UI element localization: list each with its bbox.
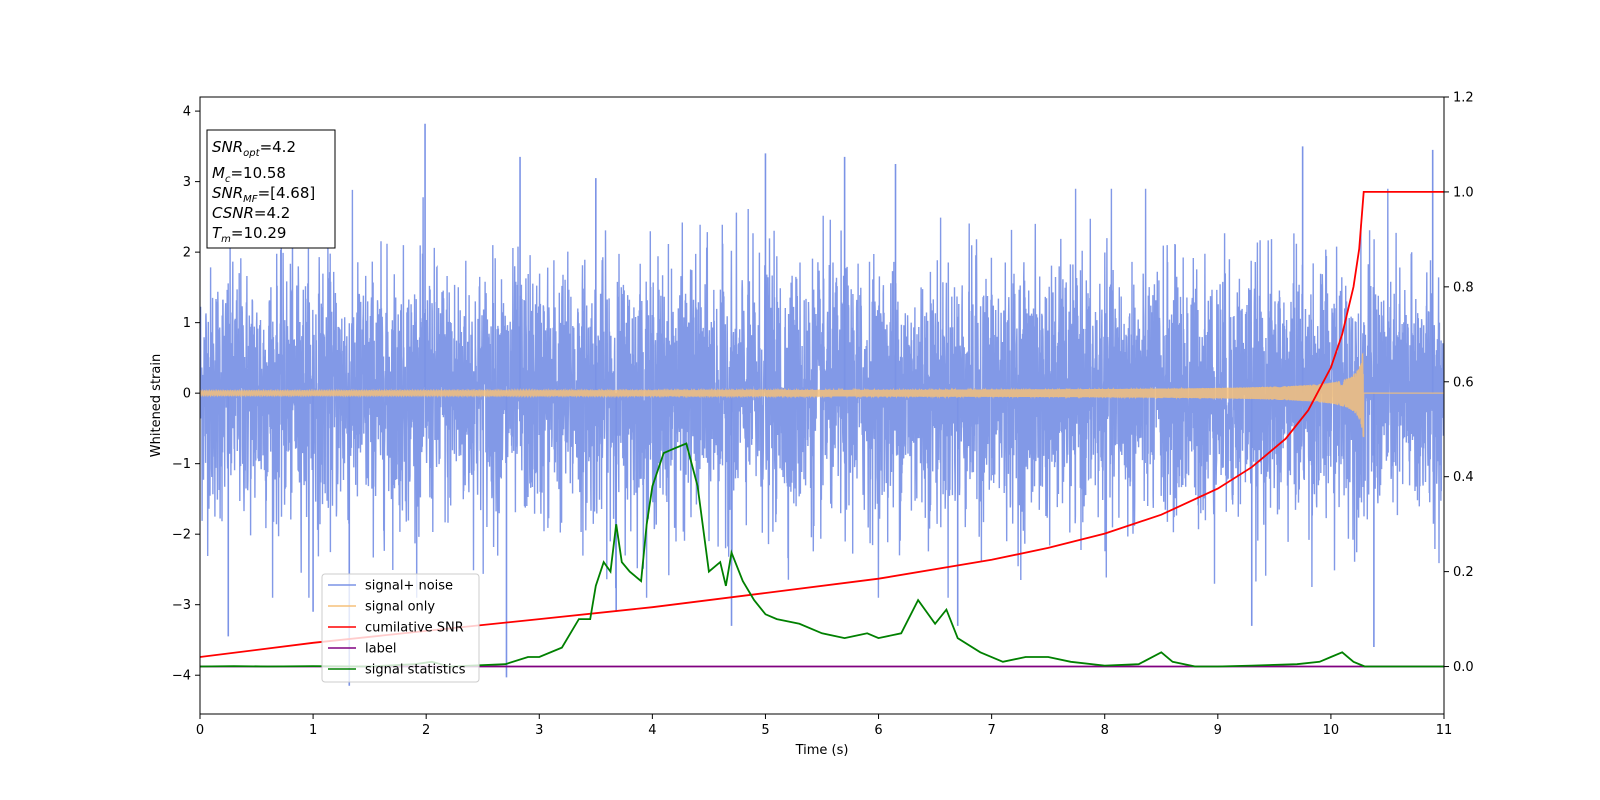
legend: signal+ noise signal only cumilative SNR…	[321, 573, 480, 683]
x-tick-label-6: 6	[874, 723, 882, 738]
x-tick-label-8: 8	[1101, 723, 1109, 738]
y-tick-label--4: −4	[172, 669, 191, 684]
axes: 0 1 2 3 4 5 6 7 8 9 10 11 −4 −3 −2 −1 0 1 2 3 4 0.0 0.2 0.4 0.6 0…	[149, 91, 1474, 759]
x-tick-label-10: 10	[1323, 723, 1340, 738]
y2-tick-label-1.0: 1.0	[1453, 185, 1474, 200]
x-tick-label-2: 2	[422, 723, 430, 738]
series-signal-noise-line	[200, 188, 1444, 598]
x-tick-label-7: 7	[987, 723, 995, 738]
legend-frame	[321, 573, 480, 683]
x-tick-label-0: 0	[196, 723, 204, 738]
x-tick-label-1: 1	[309, 723, 317, 738]
legend-label-signal-noise: signal+ noise	[365, 579, 453, 594]
x-tick-label-3: 3	[535, 723, 543, 738]
x-tick-label-5: 5	[761, 723, 769, 738]
plot-frame	[199, 96, 1445, 715]
y-tick-label-0: 0	[183, 387, 191, 402]
info-box-frame	[206, 129, 336, 249]
y-tick-label--2: −2	[172, 528, 191, 543]
info-tm: Tm=10.29	[212, 224, 286, 245]
legend-label-signal-statistics: signal statistics	[365, 663, 466, 678]
y-axis-label: Whitened strain	[149, 354, 164, 457]
y2-tick-label-0.4: 0.4	[1453, 470, 1474, 485]
info-snr-mf: SNRMF=[4.68]	[212, 184, 315, 205]
x-tick-label-9: 9	[1214, 723, 1222, 738]
series-signal-only-line	[200, 352, 1444, 438]
y2-tick-label-0.0: 0.0	[1453, 660, 1474, 675]
y2-tick-label-0.2: 0.2	[1453, 565, 1474, 580]
info-snr-opt: SNRopt=4.2	[212, 138, 296, 159]
x-tick-label-4: 4	[648, 723, 656, 738]
x-axis-label: Time (s)	[795, 743, 849, 758]
info-box: SNRopt=4.2 Mc=10.58 SNRMF=[4.68] CSNR=4.…	[206, 129, 336, 249]
y-tick-label-4: 4	[183, 105, 191, 120]
y2-tick-label-0.6: 0.6	[1453, 375, 1474, 390]
y2-tick-label-0.8: 0.8	[1453, 280, 1474, 295]
series-signal-statistics-line	[200, 442, 1444, 668]
legend-label-signal-only: signal only	[365, 600, 435, 615]
y-tick-label-2: 2	[183, 246, 191, 261]
info-csnr: CSNR=4.2	[212, 204, 290, 222]
info-mc: Mc=10.58	[212, 164, 286, 185]
legend-label-label: label	[365, 642, 396, 657]
series-cumulative-snr-line	[200, 190, 1444, 658]
y-tick-label-1: 1	[183, 316, 191, 331]
x-tick-label-11: 11	[1436, 723, 1453, 738]
legend-label-cumulative-snr: cumilative SNR	[365, 621, 464, 636]
y-tick-label-3: 3	[183, 175, 191, 190]
y2-tick-label-1.2: 1.2	[1453, 91, 1474, 106]
y-tick-label--1: −1	[172, 457, 191, 472]
y-tick-label--3: −3	[172, 598, 191, 613]
